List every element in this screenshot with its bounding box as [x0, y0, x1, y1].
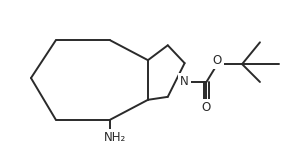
Text: N: N [180, 76, 189, 88]
Text: NH₂: NH₂ [104, 131, 126, 144]
Text: O: O [213, 54, 222, 67]
Text: O: O [202, 101, 211, 114]
